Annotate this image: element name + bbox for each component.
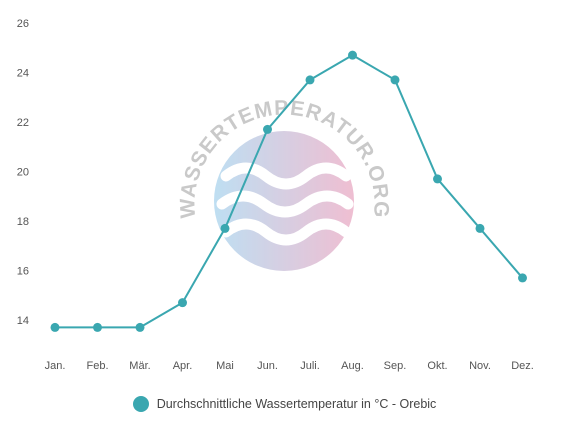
x-tick-label: Apr. — [173, 360, 193, 372]
y-tick-label: 26 — [17, 18, 29, 30]
y-tick-label: 20 — [17, 167, 29, 179]
data-point[interactable] — [220, 223, 230, 233]
data-point[interactable] — [305, 75, 315, 85]
x-tick-label: Sep. — [384, 360, 407, 372]
x-tick-label: Nov. — [469, 360, 491, 372]
legend-label: Durchschnittliche Wassertemperatur in °C… — [156, 397, 437, 411]
y-axis: 14 16 18 20 22 24 26 — [17, 18, 29, 327]
y-tick-label: 14 — [17, 315, 29, 327]
y-tick-label: 16 — [17, 266, 29, 278]
x-tick-label: Dez. — [511, 360, 534, 372]
legend-marker — [132, 396, 149, 412]
data-point[interactable] — [93, 322, 102, 332]
x-axis: Jan. Feb. Mär. Apr. Mai Jun. Juli. Aug. Sep. Okt.… — [45, 360, 534, 372]
x-tick-label: Jan. — [45, 360, 66, 372]
x-tick-label: Feb. — [86, 360, 108, 372]
x-tick-label: Mär. — [129, 360, 150, 372]
x-tick-label: Okt. — [427, 360, 447, 372]
data-point[interactable] — [518, 273, 527, 283]
x-tick-label: Juli. — [300, 360, 320, 372]
x-tick-label: Mai — [216, 360, 234, 372]
data-point[interactable] — [50, 322, 60, 332]
y-tick-label: 22 — [17, 117, 29, 129]
x-tick-label: Jun. — [257, 360, 278, 372]
line-chart: WASSERTEMPERATUR.ORG 14 16 18 20 22 24 26 Jan.… — [17, 18, 534, 372]
series-line — [55, 54, 524, 329]
watermark-waves-icon — [216, 162, 354, 246]
legend[interactable]: Durchschnittliche Wassertemperatur in °C… — [0, 396, 569, 412]
data-point[interactable] — [348, 50, 357, 60]
watermark-logo: WASSERTEMPERATUR.ORG — [176, 96, 392, 271]
data-point[interactable] — [263, 124, 272, 134]
data-point[interactable] — [475, 223, 485, 233]
x-tick-label: Aug. — [341, 360, 364, 372]
data-point[interactable] — [178, 298, 187, 308]
y-tick-label: 24 — [17, 68, 29, 80]
y-tick-label: 18 — [17, 216, 29, 228]
data-point[interactable] — [390, 75, 400, 85]
data-point[interactable] — [433, 174, 442, 184]
series-layer — [50, 50, 527, 332]
data-point[interactable] — [135, 322, 145, 332]
